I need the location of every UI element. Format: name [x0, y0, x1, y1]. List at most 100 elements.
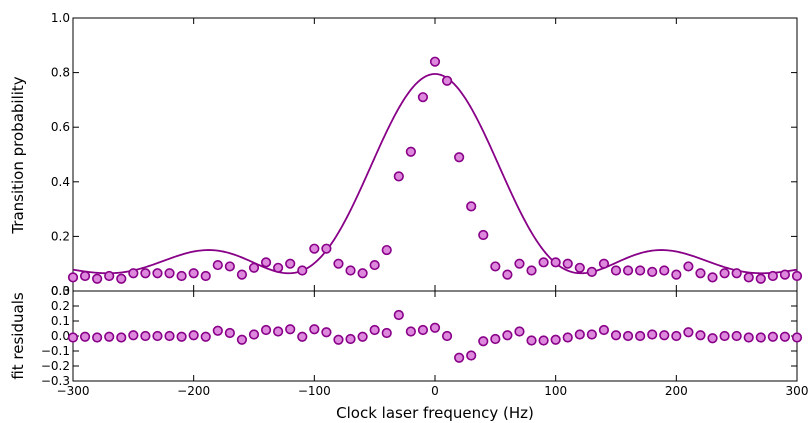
residual-point	[381, 327, 392, 339]
probability-point	[79, 270, 91, 282]
probability-point	[779, 269, 791, 280]
residual-point	[128, 330, 139, 341]
bottom-xtick-label: 200	[665, 384, 688, 398]
bottom-axis-ticks: −0.3−0.2−0.10.00.10.20.3−300 −200 −100 0 100…	[41, 284, 809, 398]
top-ylabel: Transition probability	[9, 76, 27, 234]
probability-point	[92, 273, 103, 284]
fit-residuals-panel: −0.3−0.2−0.10.00.10.20.3−300 −200 −100 0 100…	[9, 284, 808, 422]
bottom-xtick-label: 300	[786, 384, 809, 398]
probability-point	[417, 92, 429, 103]
residual-point	[260, 324, 272, 336]
bottom-xtick-label: 0	[431, 384, 439, 398]
probability-point	[743, 272, 754, 283]
residual-point	[791, 332, 803, 343]
probability-point	[478, 229, 489, 241]
probability-point	[767, 270, 778, 282]
transition-probability-panel: 0.0 0.2 0.4 0.6 0.8 1.0 Transition probabilit…	[9, 11, 803, 298]
probability-point	[104, 270, 115, 282]
bottom-xtick-label: −200	[177, 384, 210, 398]
residual-point	[779, 331, 791, 342]
probability-point	[755, 273, 766, 284]
bottom-xtick-label: −100	[298, 384, 331, 398]
residual-point	[321, 327, 332, 338]
residual-point	[502, 330, 513, 341]
bottom-ytick-label: 0.2	[51, 299, 70, 313]
residual-point	[140, 330, 151, 342]
probability-point	[260, 257, 272, 268]
residual-point	[466, 350, 477, 361]
bottom-ytick-label: 0.1	[51, 314, 70, 328]
probability-point	[791, 270, 803, 282]
residual-point	[767, 331, 778, 342]
residual-point	[273, 326, 284, 337]
residual-point	[345, 333, 356, 345]
probability-point	[140, 268, 151, 279]
probability-point	[345, 265, 356, 276]
residual-point	[285, 324, 296, 335]
residual-point	[176, 331, 187, 342]
probability-point	[562, 258, 573, 269]
residual-point	[188, 330, 199, 341]
residual-point	[635, 330, 646, 342]
probability-point	[381, 244, 392, 256]
residual-point	[695, 330, 706, 341]
residual-point	[550, 334, 561, 345]
probability-point	[490, 261, 501, 272]
probability-point	[671, 269, 682, 280]
top-ytick-label: 0.0	[51, 284, 70, 298]
residual-point	[369, 324, 380, 336]
residual-point	[707, 333, 718, 344]
residual-point	[104, 331, 115, 342]
probability-point	[357, 268, 368, 279]
residual-point	[417, 324, 429, 336]
residual-point	[490, 333, 501, 345]
probability-point	[200, 270, 211, 282]
top-ytick-label: 0.2	[51, 229, 70, 243]
residual-point	[67, 332, 79, 343]
probability-point	[659, 265, 670, 276]
probability-point	[574, 262, 585, 273]
probability-point	[285, 258, 296, 269]
probability-point	[128, 268, 139, 279]
probability-point	[188, 268, 199, 279]
residual-point	[622, 330, 634, 342]
fit-curve	[72, 73, 798, 275]
probability-point	[152, 268, 163, 279]
probability-point	[224, 261, 235, 272]
residual-point	[164, 330, 175, 342]
probability-point	[273, 262, 284, 273]
residual-point	[562, 332, 573, 343]
residual-point	[297, 331, 308, 342]
probability-point	[598, 258, 610, 269]
probability-point	[393, 171, 404, 182]
probability-point	[67, 272, 79, 283]
residual-point	[212, 325, 223, 336]
probability-point	[333, 258, 344, 269]
bottom-ytick-label: −0.2	[41, 359, 70, 373]
residual-point	[309, 324, 320, 335]
residual-point	[659, 330, 670, 341]
residual-point	[586, 329, 597, 340]
top-ytick-label: 0.4	[51, 175, 70, 189]
residual-point	[441, 330, 453, 342]
probability-point	[466, 201, 477, 212]
probability-point	[429, 56, 441, 67]
probability-point	[176, 270, 187, 282]
residual-point	[719, 330, 730, 342]
residual-point	[683, 327, 694, 338]
probability-point	[538, 257, 549, 268]
probability-point	[526, 265, 537, 276]
probability-point	[454, 152, 465, 163]
residual-point	[454, 352, 465, 363]
probability-point	[586, 266, 597, 277]
top-ytick-label: 0.6	[51, 120, 70, 134]
residual-point	[755, 332, 766, 343]
residual-point	[671, 330, 682, 342]
top-ytick-label: 1.0	[51, 11, 70, 25]
probability-point	[610, 265, 622, 276]
residual-point	[333, 334, 344, 345]
probability-point	[707, 272, 718, 283]
bottom-ylabel: fit residuals	[9, 292, 27, 380]
residual-point	[598, 324, 610, 336]
residual-point	[357, 331, 368, 342]
